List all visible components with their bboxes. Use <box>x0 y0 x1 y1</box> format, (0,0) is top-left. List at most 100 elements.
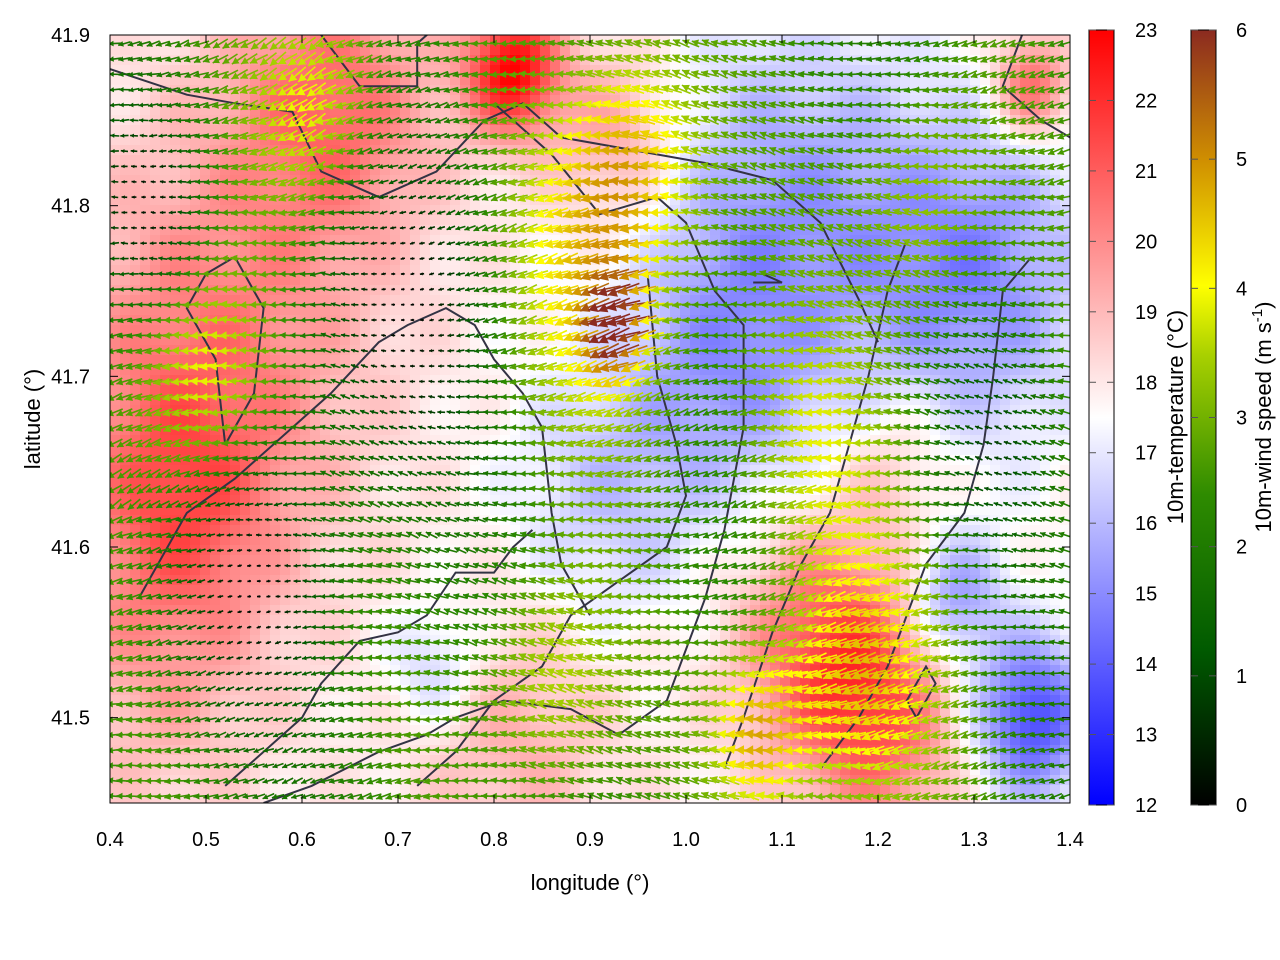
heatmap-cell <box>350 285 361 296</box>
heatmap-cell <box>160 265 171 276</box>
heatmap-cell <box>280 155 291 166</box>
heatmap-cell <box>390 405 401 416</box>
heatmap-cell <box>260 655 271 666</box>
heatmap-cell <box>170 705 181 716</box>
heatmap-cell <box>190 215 201 226</box>
heatmap-cell <box>310 35 321 46</box>
heatmap-cell <box>260 95 271 106</box>
heatmap-cell <box>210 615 221 626</box>
heatmap-cell <box>220 685 231 696</box>
heatmap-cell <box>230 625 241 636</box>
heatmap-cell <box>360 645 371 656</box>
heatmap-cell <box>130 785 141 796</box>
heatmap-cell <box>140 35 151 46</box>
heatmap-cell <box>200 155 211 166</box>
heatmap-cell <box>460 765 471 776</box>
heatmap-cell <box>290 385 301 396</box>
heatmap-cell <box>330 425 341 436</box>
heatmap-cell <box>290 355 301 366</box>
heatmap-cell <box>250 355 261 366</box>
heatmap-cell <box>270 215 281 226</box>
heatmap-cell <box>340 475 351 486</box>
heatmap-cell <box>360 135 371 146</box>
heatmap-cell <box>390 455 401 466</box>
heatmap-cell <box>300 675 311 686</box>
heatmap-cell <box>350 735 361 746</box>
heatmap-cell <box>450 755 461 766</box>
heatmap-cell <box>150 215 161 226</box>
heatmap-cell <box>170 715 181 726</box>
heatmap-cell <box>320 165 331 176</box>
heatmap-cell <box>190 465 201 476</box>
heatmap-cell <box>330 765 341 776</box>
heatmap-cell <box>300 635 311 646</box>
heatmap-cell <box>170 535 181 546</box>
heatmap-cell <box>400 395 411 406</box>
heatmap-cell <box>170 275 181 286</box>
heatmap-cell <box>380 575 391 586</box>
heatmap-cell <box>320 325 331 336</box>
heatmap-cell <box>280 335 291 346</box>
heatmap-cell <box>110 245 121 256</box>
heatmap-cell <box>410 275 421 286</box>
heatmap-cell <box>310 585 321 596</box>
heatmap-cell <box>200 395 211 406</box>
heatmap-cell <box>180 185 191 196</box>
heatmap-cell <box>290 415 301 426</box>
heatmap-cell <box>390 755 401 766</box>
heatmap-cell <box>290 505 301 516</box>
heatmap-cell <box>340 795 351 803</box>
heatmap-cell <box>280 245 291 256</box>
heatmap-cell <box>450 365 461 376</box>
heatmap-cell <box>140 375 151 386</box>
heatmap-cell <box>200 785 211 796</box>
heatmap-cell <box>180 675 191 686</box>
heatmap-cell <box>320 255 331 266</box>
heatmap-cell <box>410 675 421 686</box>
heatmap-cell <box>350 465 361 476</box>
heatmap-cell <box>160 615 171 626</box>
heatmap-cell <box>220 565 231 576</box>
heatmap-cell <box>150 65 161 76</box>
heatmap-cell <box>430 785 441 796</box>
heatmap-cell <box>190 135 201 146</box>
heatmap-cell <box>250 295 261 306</box>
heatmap-cell <box>180 35 191 46</box>
heatmap-cell <box>130 35 141 46</box>
heatmap-cell <box>340 715 351 726</box>
heatmap-cell <box>430 245 441 256</box>
heatmap-cell <box>110 75 121 86</box>
heatmap-cell <box>300 475 311 486</box>
heatmap-cell <box>130 105 141 116</box>
heatmap-cell <box>270 575 281 586</box>
heatmap-cell <box>280 635 291 646</box>
heatmap-cell <box>360 435 371 446</box>
heatmap-cell <box>580 75 591 86</box>
heatmap-cell <box>450 625 461 636</box>
heatmap-cell <box>150 225 161 236</box>
heatmap-cell <box>550 415 561 426</box>
heatmap-cell <box>150 265 161 276</box>
heatmap-cell <box>170 685 181 696</box>
heatmap-cell <box>440 75 451 86</box>
heatmap-cell <box>170 665 181 676</box>
heatmap-cell <box>270 75 281 86</box>
heatmap-cell <box>260 365 271 376</box>
heatmap-cell <box>500 415 511 426</box>
heatmap-cell <box>660 675 671 686</box>
heatmap-cell <box>460 405 471 416</box>
heatmap-cell <box>170 245 181 256</box>
heatmap-cell <box>720 275 731 286</box>
heatmap-cell <box>460 325 471 336</box>
heatmap-cell <box>310 595 321 606</box>
heatmap-cell <box>340 385 351 396</box>
heatmap-cell <box>150 635 161 646</box>
heatmap-cell <box>330 455 341 466</box>
heatmap-cell <box>440 45 451 56</box>
heatmap-cell <box>320 625 331 636</box>
heatmap-cell <box>390 795 401 803</box>
heatmap-cell <box>400 65 411 76</box>
heatmap-cell <box>450 275 461 286</box>
heatmap-cell <box>380 565 391 576</box>
heatmap-cell <box>220 415 231 426</box>
